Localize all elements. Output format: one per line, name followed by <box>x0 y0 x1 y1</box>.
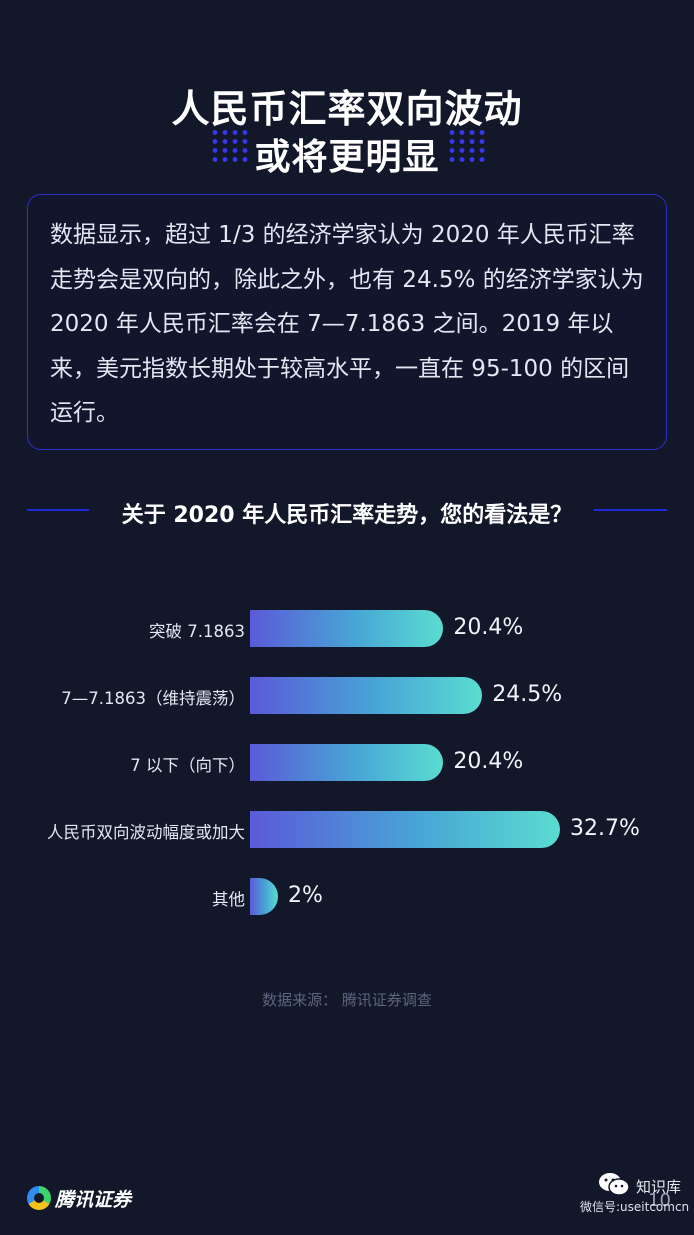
wechat-icon <box>599 1173 630 1196</box>
bar <box>250 677 483 714</box>
bar <box>250 811 560 848</box>
watermark-id: 微信号:useitcomcn <box>580 1200 690 1214</box>
brand-logo: 腾讯证券 <box>27 1185 131 1211</box>
brand-logo-text: 腾讯证券 <box>55 1188 132 1211</box>
bar-label: 7 以下（向下） <box>130 756 245 775</box>
bar-label: 人民币双向波动幅度或加大 <box>47 823 245 842</box>
bar <box>250 610 444 647</box>
title-decoration-dots-right <box>447 128 487 164</box>
bar-value-label: 20.4% <box>453 749 524 774</box>
title-decoration-dots-left <box>210 128 250 164</box>
chart-source: 数据来源： 腾讯证券调查 <box>262 991 432 1009</box>
page-title-line2: 或将更明显 <box>254 137 440 178</box>
info-box: 数据显示，超过 1/3 的经济学家认为 2020 年人民币汇率走势会是双向的，除… <box>27 194 667 450</box>
bar-label: 7—7.1863（维持震荡） <box>61 689 245 708</box>
bar-label: 突破 7.1863 <box>149 622 245 641</box>
bar-value-label: 32.7% <box>570 816 640 841</box>
tencent-logo-icon <box>27 1186 51 1210</box>
watermark: 知识库 10 微信号:useitcomcn <box>580 1172 692 1216</box>
bar <box>250 744 444 781</box>
page-number: 10 <box>648 1190 671 1211</box>
watermark-name: 知识库 <box>636 1178 682 1196</box>
question-line-right <box>594 509 667 511</box>
page-title-line1: 人民币汇率双向波动 <box>171 87 523 131</box>
bar-value-label: 2% <box>288 883 323 908</box>
question-line-left <box>27 509 89 511</box>
bar-label: 其他 <box>212 890 245 909</box>
bar <box>250 878 278 915</box>
bar-value-label: 24.5% <box>492 682 563 707</box>
chart-title: 关于 2020 年人民币汇率走势，您的看法是？ <box>121 503 573 528</box>
info-text: 数据显示，超过 1/3 的经济学家认为 2020 年人民币汇率走势会是双向的，除… <box>50 222 644 426</box>
bar-value-label: 20.4% <box>453 615 524 640</box>
